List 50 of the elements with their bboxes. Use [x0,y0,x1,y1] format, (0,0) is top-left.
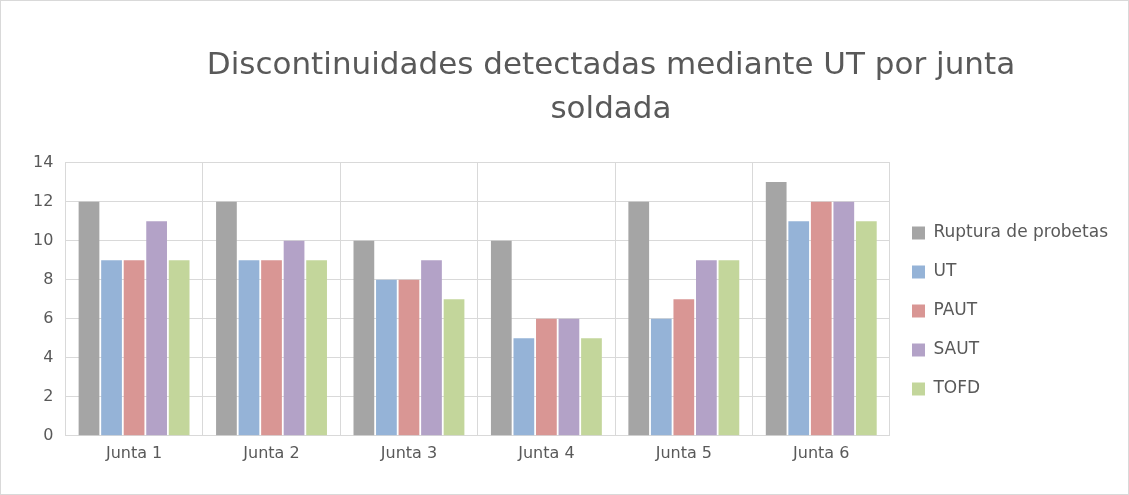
y-tick-label: 0 [43,424,54,444]
y-tick-label: 8 [43,268,54,288]
y-tick-label: 10 [33,229,54,249]
bar [78,201,100,436]
y-tick-label: 4 [43,346,54,366]
y-tick-label: 12 [33,190,54,210]
bar [833,201,855,436]
bar [513,338,535,436]
bar [558,318,580,436]
bar [283,240,305,436]
bar [673,299,695,436]
bar [855,221,877,436]
y-tick-label: 6 [43,307,54,327]
y-tick-label: 2 [43,385,54,405]
bar [536,318,557,436]
x-tick-label: Junta 2 [242,442,300,462]
bar [581,338,602,436]
bar [696,260,717,436]
bar [810,201,832,436]
bar [261,260,282,436]
bar [765,182,787,436]
bar [376,279,397,436]
x-tick-label: Junta 5 [654,442,712,462]
bar [353,240,375,436]
legend-label: PAUT [933,299,978,320]
bar [146,221,167,436]
bar [123,260,145,436]
bar [650,318,672,436]
bar [216,201,237,436]
bar [101,260,122,436]
legend-label: Ruptura de probetas [933,221,1109,242]
legend-label: UT [933,260,957,281]
x-tick-label: Junta 3 [379,442,438,462]
bar [443,299,465,436]
bar [718,260,740,436]
bar [788,221,810,436]
x-tick-label: Junta 4 [517,442,575,462]
bar [306,260,327,436]
x-tick-label: Junta 1 [104,442,163,462]
bar [628,201,650,436]
bar [168,260,190,436]
chart-title: Discontinuidades detectadas mediante UT por junta soldada [205,44,1017,127]
legend-label: TOFD [932,377,981,398]
bar [238,260,260,436]
bar [421,260,442,436]
x-tick-label: Junta 6 [792,442,850,462]
legend-label: SAUT [933,338,980,359]
bar [490,240,512,436]
bar [398,279,420,436]
y-tick-label: 14 [33,151,54,171]
